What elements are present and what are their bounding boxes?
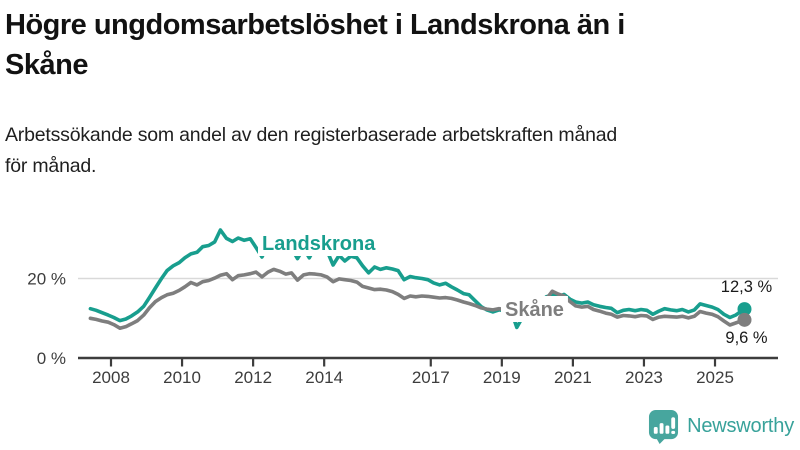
series-label-halo	[258, 231, 381, 256]
x-tick-label: 2012	[234, 368, 272, 387]
end-value-label-landskrona: 12,3 %	[721, 278, 773, 296]
x-tick-label: 2019	[483, 368, 521, 387]
page-title-line-1: Högre ungdomsarbetslöshet i Landskrona ä…	[5, 9, 625, 41]
end-dot-landskrona	[737, 302, 752, 317]
x-tick-label: 2008	[92, 368, 130, 387]
page-title: Högre ungdomsarbetslöshet i Landskrona ä…	[5, 5, 785, 85]
x-axis-ticks	[109, 358, 717, 367]
x-tick-label: 2010	[163, 368, 201, 387]
series-label-halo	[501, 296, 568, 322]
newsworthy-logo: Newsworthy	[648, 409, 794, 444]
chart-subtitle-line-1: Arbetssökande som andel av den registerb…	[5, 124, 618, 146]
series-line-skåne	[88, 267, 747, 331]
bar-chart-bubble-icon	[649, 410, 679, 444]
end-dots	[737, 302, 752, 327]
y-axis-labels: 20 % 0 %	[27, 270, 66, 369]
x-tick-label: 2021	[554, 368, 592, 387]
page-title-line-2: Skåne	[5, 49, 88, 82]
end-value-labels: 12,3 % 9,6 %	[721, 278, 773, 347]
series-line-landskrona	[88, 228, 747, 330]
end-value-label-skåne: 9,6 %	[725, 329, 768, 347]
series-label-skåne: Skåne	[505, 298, 564, 321]
end-dot-skåne	[737, 312, 752, 327]
chart-subtitle-line-2: för månad.	[5, 155, 97, 178]
newsworthy-logo-text: Newsworthy	[687, 415, 794, 437]
series-lines	[88, 228, 747, 331]
chart-subtitle: Arbetssökande som andel av den registerb…	[5, 120, 785, 182]
x-tick-label: 2017	[412, 368, 450, 387]
series-labels: Landskrona Skåne	[258, 231, 568, 322]
series-label-landskrona: Landskrona	[262, 233, 376, 255]
x-tick-label: 2025	[696, 368, 734, 387]
y-tick-label: 20 %	[27, 270, 66, 289]
y-tick-label: 0 %	[37, 349, 66, 368]
x-tick-label: 2023	[625, 368, 663, 387]
x-axis-labels: 2008 2010 2012 2014 2017 2019 2021 2023 2025	[92, 368, 734, 387]
x-tick-label: 2014	[305, 368, 343, 387]
